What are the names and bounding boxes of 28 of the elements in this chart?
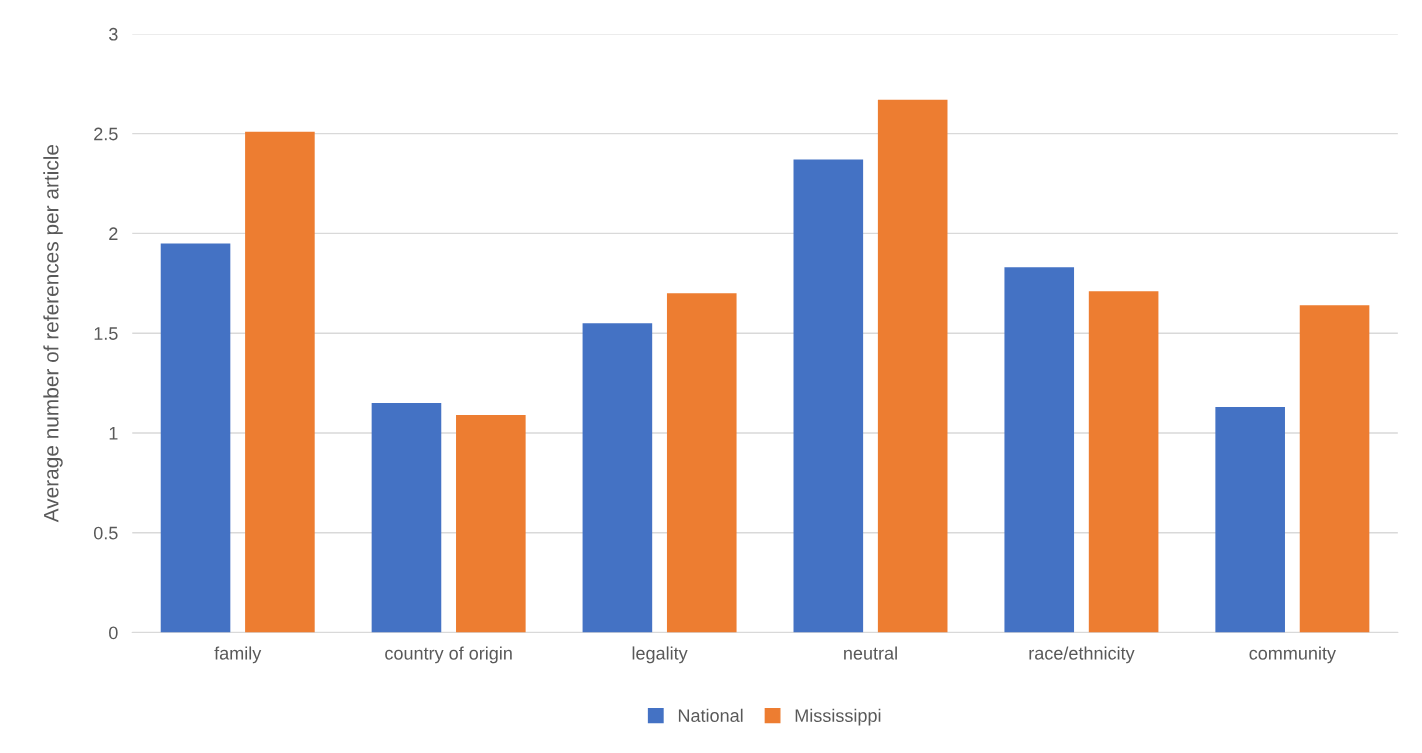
bar (793, 159, 864, 633)
x-tick-label: family (214, 646, 262, 664)
bar (1088, 291, 1159, 633)
x-tick-label: community (1249, 646, 1336, 664)
x-tick-label: race/ethnicity (1029, 646, 1135, 664)
bar (1215, 407, 1285, 633)
x-tick-label: country of origin (385, 646, 512, 664)
bar (371, 403, 442, 633)
bar (1299, 305, 1370, 633)
bar (1004, 267, 1075, 633)
bar (666, 293, 737, 633)
y-tick-label: 3 (109, 27, 118, 41)
y-tick-label: 2.5 (94, 127, 118, 141)
y-tick-label: 2 (109, 227, 118, 240)
x-tick-label: neutral (844, 646, 897, 660)
bar (245, 131, 315, 633)
y-tick-label: 0.5 (93, 526, 118, 540)
y-tick-label: 1 (109, 427, 118, 440)
y-axis-title: Average number of references per article (43, 144, 63, 523)
bar (456, 415, 526, 633)
x-tick-label: legality (632, 646, 688, 664)
y-tick-label: 1.5 (94, 327, 118, 340)
bar (877, 99, 948, 633)
legend-label: National (678, 708, 743, 722)
legend-label: Mississippi (795, 708, 881, 726)
bar (160, 243, 231, 633)
bar (582, 323, 653, 633)
y-tick-label: 0 (109, 626, 118, 640)
